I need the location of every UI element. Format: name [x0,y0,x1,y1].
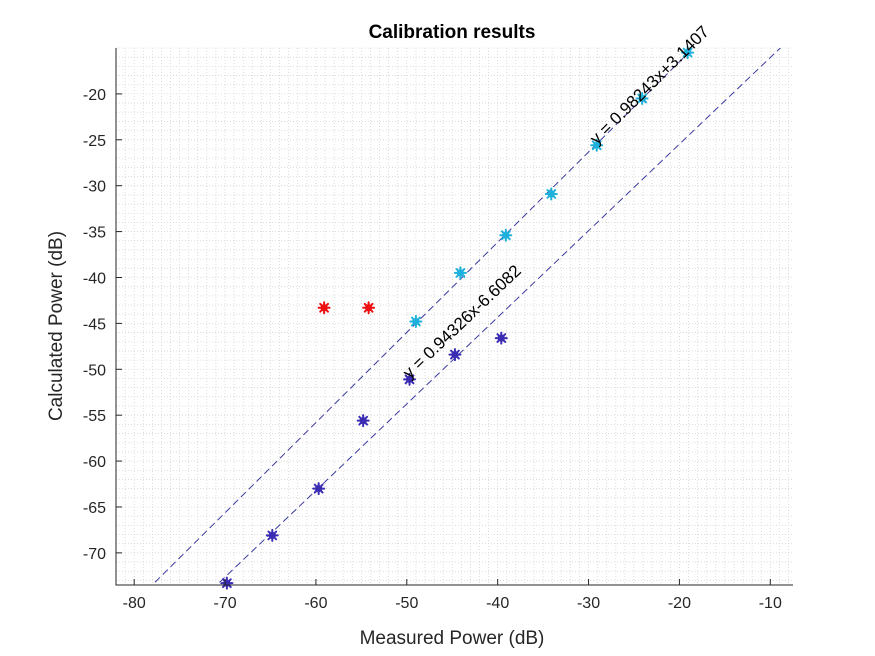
y-tick-label: -55 [83,408,106,425]
data-point [544,187,558,201]
fit-equation-label: y = 0.98243x+3.1407 [586,22,713,148]
y-tick-label: -65 [83,500,106,517]
data-points [220,46,695,590]
x-tick-label: -20 [668,595,691,612]
y-axis-label: Calculated Power (dB) [46,231,67,421]
data-point [409,315,423,329]
x-tick-label: -40 [486,595,509,612]
y-tick-label: -45 [83,316,106,333]
data-point [362,301,376,315]
x-tick-label: -80 [123,595,146,612]
axes: -80 -70 -60 -50 -40 -30 -20 -10 -70 -65 -60 -55 -50 -… [83,48,793,612]
y-tick-label: -20 [83,87,106,104]
y-tick-label: -35 [83,225,106,242]
axis-lines [115,48,793,586]
data-point [494,331,508,345]
chart-title: Calibration results [369,22,536,43]
x-tick-label: -10 [759,595,782,612]
y-tick-label: -50 [83,362,106,379]
data-point [448,348,462,362]
y-tick-label: -30 [83,179,106,196]
data-point [499,228,513,242]
data-point [317,301,331,315]
x-tick-label: -30 [577,595,600,612]
x-axis-label: Measured Power (dB) [360,628,545,649]
y-tick-label: -60 [83,454,106,471]
y-tick-label: -70 [83,546,106,563]
x-tick-label: -60 [304,595,327,612]
fit-line [151,48,695,585]
data-point [403,372,417,386]
data-point [635,91,649,105]
data-point [312,482,326,496]
data-point [220,576,234,590]
y-tick-label: -40 [83,270,106,287]
y-tick-label: -25 [83,133,106,150]
data-point [590,138,604,152]
data-point [681,46,695,60]
x-tick-label: -70 [213,595,236,612]
data-point [356,414,370,428]
grid [115,47,793,585]
fit-line [216,48,782,585]
data-point [265,528,279,542]
x-tick-label: -50 [395,595,418,612]
data-point [453,266,467,280]
